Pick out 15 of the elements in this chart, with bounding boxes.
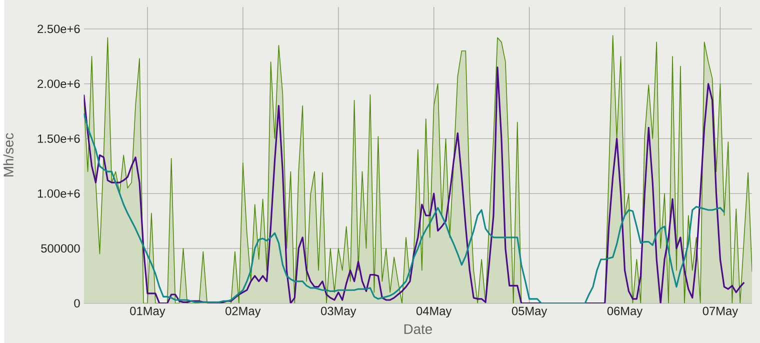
y-tick-label: 1.50e+6 [38, 134, 80, 143]
x-axis-title: Date [404, 324, 432, 334]
y-axis-title: Mh/sec [3, 133, 14, 176]
x-tick-label: 07May [702, 306, 738, 318]
y-tick-label: 2.50e+6 [38, 24, 80, 34]
y-tick-label: 500000 [41, 244, 80, 253]
x-tick-label: 06May [607, 306, 643, 318]
x-tick-label: 05May [512, 306, 548, 318]
x-tick-label: 02May [226, 306, 261, 318]
y-tick-label: 0 [74, 299, 80, 308]
x-tick-label: 03May [321, 306, 356, 318]
y-tick-label: 1.00e+6 [38, 189, 80, 198]
x-tick-label: 01May [130, 306, 166, 318]
x-tick-label: 04May [416, 306, 452, 318]
y-tick-label: 2.00e+6 [38, 80, 80, 88]
